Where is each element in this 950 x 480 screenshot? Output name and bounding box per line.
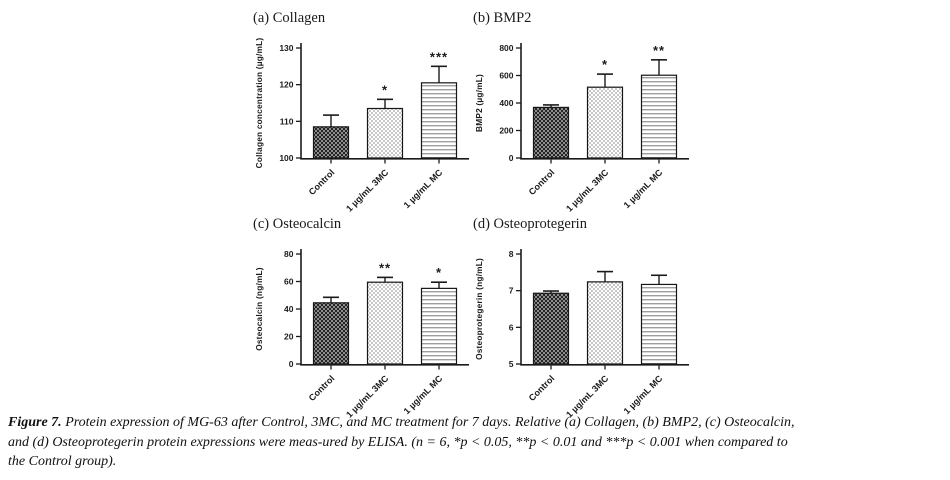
svg-text:60: 60 xyxy=(284,277,294,287)
chart-block-collagen: (a) Collagen 100 110 120 130 Collagen concen… xyxy=(251,10,483,214)
svg-text:7: 7 xyxy=(509,286,514,296)
svg-text:20: 20 xyxy=(284,332,294,342)
svg-text:120: 120 xyxy=(279,80,293,90)
svg-text:1 µg/mL MC: 1 µg/mL MC xyxy=(402,373,445,416)
bmp2-bar-chart: 0 200 400 600 800 BMP2 (µg/mL) Control 1 µg/mL … xyxy=(471,32,703,214)
svg-text:*: * xyxy=(436,265,442,280)
svg-text:40: 40 xyxy=(284,304,294,314)
svg-text:Osteocalcin (ng/mL): Osteocalcin (ng/mL) xyxy=(254,267,264,351)
svg-text:Control: Control xyxy=(307,373,337,403)
osteocalcin-bar-chart: 0 20 40 60 80 Osteocalcin (ng/mL) Control 1 µg/… xyxy=(251,238,483,420)
figure-caption-label: Figure 7. xyxy=(8,415,62,430)
collagen-bar-chart: 100 110 120 130 Collagen concentration (µg/m… xyxy=(251,32,483,214)
svg-text:BMP2 (µg/mL): BMP2 (µg/mL) xyxy=(474,74,484,132)
svg-text:*: * xyxy=(602,57,608,72)
chart-block-bmp2: (b) BMP2 0 200 400 600 800 BMP2 (µg/mL) Contro… xyxy=(471,10,703,214)
svg-text:6: 6 xyxy=(509,322,514,332)
chart-title-bmp2: (b) BMP2 xyxy=(473,10,532,26)
figure-caption-line2: and (d) Osteoprotegerin protein expressi… xyxy=(8,434,788,450)
svg-text:0: 0 xyxy=(289,359,294,369)
svg-text:Control: Control xyxy=(527,373,557,403)
svg-text:400: 400 xyxy=(499,98,513,108)
osteoprotegerin-bar-chart: 5 6 7 8 Osteoprotegerin (ng/mL) Control 1 µg/m… xyxy=(471,238,703,420)
chart-title-osteocalcin: (c) Osteocalcin xyxy=(253,216,342,232)
svg-text:Collagen concentration (µg/mL): Collagen concentration (µg/mL) xyxy=(254,38,264,169)
svg-text:Control: Control xyxy=(307,167,337,197)
chart-title-osteoprotegerin: (d) Osteoprotegerin xyxy=(473,216,587,232)
svg-text:1 µg/mL MC: 1 µg/mL MC xyxy=(402,167,445,210)
svg-text:800: 800 xyxy=(499,43,513,53)
svg-text:80: 80 xyxy=(284,249,294,259)
svg-text:Control: Control xyxy=(527,167,557,197)
svg-text:Osteoprotegerin (ng/mL): Osteoprotegerin (ng/mL) xyxy=(474,258,484,360)
svg-text:130: 130 xyxy=(279,43,293,53)
svg-text:110: 110 xyxy=(280,116,294,126)
chart-title-collagen: (a) Collagen xyxy=(253,10,326,26)
svg-text:**: ** xyxy=(653,43,665,58)
svg-text:**: ** xyxy=(379,260,391,275)
svg-text:1 µg/mL 3MC: 1 µg/mL 3MC xyxy=(564,167,611,214)
svg-text:600: 600 xyxy=(499,71,513,81)
svg-text:1 µg/mL MC: 1 µg/mL MC xyxy=(622,167,665,210)
svg-text:8: 8 xyxy=(509,249,514,259)
svg-text:1 µg/mL 3MC: 1 µg/mL 3MC xyxy=(344,167,391,214)
svg-text:1 µg/mL MC: 1 µg/mL MC xyxy=(622,373,665,416)
chart-block-osteocalcin: (c) Osteocalcin 0 20 40 60 80 Osteocalcin (ng… xyxy=(251,216,483,420)
svg-text:0: 0 xyxy=(509,153,514,163)
svg-text:***: *** xyxy=(430,49,448,64)
figure-caption: Figure 7. Protein expression of MG-63 af… xyxy=(8,413,944,472)
svg-text:5: 5 xyxy=(509,359,514,369)
svg-text:200: 200 xyxy=(499,126,513,136)
figure-caption-line3: the Control group). xyxy=(8,454,117,470)
svg-text:100: 100 xyxy=(279,153,293,163)
svg-text:*: * xyxy=(382,82,388,97)
chart-block-osteoprotegerin: (d) Osteoprotegerin 5 6 7 8 Osteoprotegerin … xyxy=(471,216,703,420)
figure-caption-line1: Protein expression of MG-63 after Contro… xyxy=(65,415,795,430)
